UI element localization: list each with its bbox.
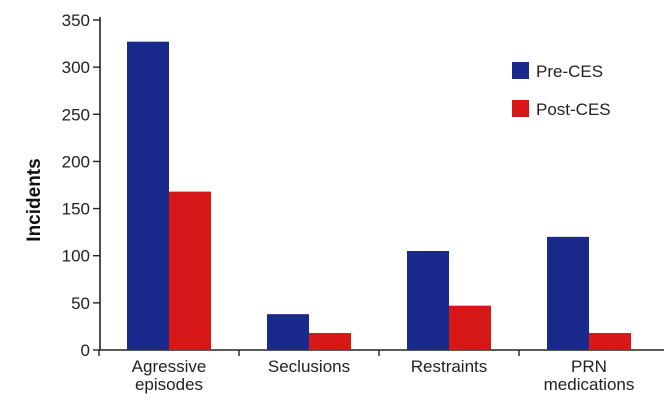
bar-pre-ces: [267, 314, 309, 350]
bars: [127, 41, 631, 350]
x-category-label: Restraints: [411, 357, 488, 376]
x-category-label: Seclusions: [268, 357, 350, 376]
y-axis-title: Incidents: [24, 158, 45, 241]
bar-post-ces: [169, 191, 211, 350]
legend-label: Pre-CES: [536, 62, 603, 81]
legend: Pre-CES Post-CES: [512, 62, 611, 119]
y-tick-label: 350: [62, 11, 90, 30]
x-category-label: Agressive episodes: [132, 357, 207, 394]
legend-swatch: [512, 100, 529, 117]
bar-post-ces: [589, 333, 631, 350]
y-tick-label: 300: [62, 58, 90, 77]
y-axis: 0 50 100 150 200 250 300 350: [62, 11, 101, 360]
y-tick-label: 200: [62, 152, 90, 171]
y-tick-label: 250: [62, 105, 90, 124]
bar-post-ces: [449, 305, 491, 350]
legend-swatch: [512, 62, 529, 79]
y-tick-label: 0: [81, 341, 90, 360]
y-tick-label: 150: [62, 200, 90, 219]
x-category-label: PRN medications: [544, 357, 635, 394]
bar-pre-ces: [547, 236, 589, 350]
x-axis: Agressive episodes Seclusions Restraints PRN…: [98, 349, 664, 394]
bar-post-ces: [309, 333, 351, 350]
legend-label: Post-CES: [536, 100, 611, 119]
bar-pre-ces: [127, 41, 169, 350]
bar-pre-ces: [407, 251, 449, 350]
y-tick-label: 50: [71, 294, 90, 313]
y-tick-label: 100: [62, 247, 90, 266]
